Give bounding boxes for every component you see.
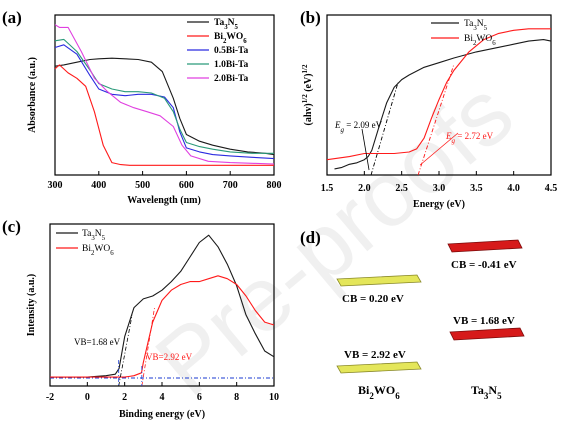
panel-b-legend: Ta3N5 Bi2WO6 bbox=[431, 19, 496, 47]
series-a-1-0bi-ta bbox=[54, 38, 274, 154]
xtick-label-4-0: 4.0 bbox=[507, 183, 520, 194]
xtick-label-4: 4 bbox=[160, 392, 165, 403]
panel-b: (b) 1.5 2.0 2.5 3.0 3.5 4.0 4.5 Energy (eV) (a… bbox=[300, 8, 557, 210]
panel-b-xlabel: Energy (eV) bbox=[413, 199, 465, 210]
bi2wo6-vb-label: VB = 2.92 eV bbox=[344, 349, 406, 361]
panel-a-plot bbox=[54, 24, 275, 166]
xtick-label-1-5: 1.5 bbox=[321, 183, 334, 194]
series-c-ta3n5 bbox=[50, 234, 275, 378]
bi2wo6-name: Bi2WO6 bbox=[358, 383, 400, 401]
panel-a-xlabel: Wavelength (nm) bbox=[127, 195, 201, 206]
watermark: Pre-proofs bbox=[137, 61, 532, 415]
legend-a-label-bi2wo6: Bi2WO6 bbox=[214, 32, 247, 45]
bi2wo6-cb-label: CB = 0.20 eV bbox=[342, 293, 404, 305]
tangent-c-bi2wo6 bbox=[141, 307, 155, 387]
legend-a-label-1-0bi-ta: 1.0Bi-Ta bbox=[214, 60, 248, 70]
panel-b-plot bbox=[326, 28, 552, 170]
xtick-label-400: 400 bbox=[91, 180, 106, 191]
panel-a-ylabel: Absorbance (a.u.) bbox=[27, 57, 38, 133]
panel-d: (d) CB = 0.20 eV VB = 2.92 eV CB = -0.41… bbox=[300, 228, 525, 401]
ta3n5-name: Ta3N5 bbox=[471, 383, 502, 401]
panel-c-ylabel: Intensity (a.u.) bbox=[26, 274, 37, 337]
xtick-label-2-5: 2.5 bbox=[395, 183, 408, 194]
annotation-vb-ta3n5: VB=1.68 eV bbox=[74, 337, 121, 347]
panel-a-frame bbox=[54, 14, 275, 176]
series-a-ta3n5 bbox=[54, 57, 275, 156]
series-b-ta3n5 bbox=[334, 39, 552, 170]
panel-b-label: (b) bbox=[300, 8, 321, 27]
legend-a-label-0-5bi-ta: 0.5Bi-Ta bbox=[214, 46, 248, 56]
xtick-label-800: 800 bbox=[267, 180, 282, 191]
legend-b-label-bi2wo6: Bi2WO6 bbox=[464, 34, 496, 47]
series-b-bi2wo6 bbox=[326, 28, 551, 161]
arrow-eg-ta3n5 bbox=[361, 128, 370, 171]
annotation-eg-ta3n5: Eg = 2.09 eV bbox=[334, 120, 383, 134]
annotation-vb-bi2wo6: VB=2.92 eV bbox=[146, 352, 193, 362]
panel-b-ylabel: (ahv)1/2 (eV)1/2 bbox=[301, 64, 314, 125]
xtick-label-3-0: 3.0 bbox=[433, 183, 446, 194]
xtick-label-2: 2 bbox=[122, 392, 127, 403]
bi2wo6-cb-band bbox=[336, 274, 422, 287]
series-a-bi2wo6 bbox=[54, 64, 274, 166]
xtick-label-0: 0 bbox=[85, 392, 90, 403]
panel-c-label: (c) bbox=[2, 217, 21, 236]
series-a-2-0bi-ta bbox=[54, 24, 275, 165]
ta3n5-cb-band bbox=[447, 239, 523, 253]
legend-a-label-2-0bi-ta: 2.0Bi-Ta bbox=[214, 74, 248, 84]
annotation-eg-bi2wo6: Eg = 2.72 eV bbox=[445, 131, 494, 145]
xtick-label-600: 600 bbox=[179, 180, 194, 191]
legend-c-label-bi2wo6: Bi2WO6 bbox=[82, 244, 114, 257]
panel-d-label: (d) bbox=[300, 228, 321, 247]
ta3n5-vb-label: VB = 1.68 eV bbox=[453, 315, 515, 327]
panel-b-annotations: Eg = 2.09 eV Eg = 2.72 eV bbox=[334, 64, 494, 176]
panel-c-legend: Ta3N5 Bi2WO6 bbox=[56, 229, 114, 257]
ta3n5-cb-label: CB = -0.41 eV bbox=[451, 259, 517, 271]
series-c-bi2wo6 bbox=[50, 275, 275, 378]
xtick-label-300: 300 bbox=[48, 180, 63, 191]
panel-a: (a) 300 400 500 600 700 800 Wavelength (nm) A… bbox=[2, 8, 282, 206]
xtick-label-500: 500 bbox=[135, 180, 150, 191]
panel-a-label: (a) bbox=[2, 8, 22, 27]
xtick-label-6: 6 bbox=[197, 392, 202, 403]
xtick-label-3-5: 3.5 bbox=[470, 183, 483, 194]
bi2wo6-vb-band bbox=[336, 361, 422, 374]
ta3n5-vb-band bbox=[449, 327, 525, 341]
legend-a-label-ta3n5: Ta3N5 bbox=[214, 18, 239, 31]
panel-a-xticks: 300 400 500 600 700 800 bbox=[48, 171, 282, 191]
xtick-label-700: 700 bbox=[223, 180, 238, 191]
tangent-bi2wo6 bbox=[417, 64, 455, 176]
arrow-eg-bi2wo6 bbox=[419, 132, 459, 166]
panel-c-xticks: -2 0 2 4 6 8 10 bbox=[46, 382, 279, 403]
xtick-label-4-5: 4.5 bbox=[545, 183, 558, 194]
panel-c-xlabel: Binding energy (eV) bbox=[119, 409, 205, 420]
xtick-label-2: -2 bbox=[46, 392, 54, 403]
legend-b-label-ta3n5: Ta3N5 bbox=[464, 19, 488, 32]
legend-c-label-ta3n5: Ta3N5 bbox=[82, 229, 106, 242]
xtick-label-2-0: 2.0 bbox=[358, 183, 371, 194]
xtick-label-8: 8 bbox=[234, 392, 239, 403]
panel-c-annotations: VB=1.68 eV VB=2.92 eV bbox=[74, 307, 193, 387]
tangent-c-ta3n5 bbox=[118, 314, 133, 387]
panel-c-plot bbox=[50, 234, 275, 379]
tangent-ta3n5 bbox=[370, 82, 399, 176]
xtick-label-10: 10 bbox=[269, 392, 279, 403]
panel-b-xticks: 1.5 2.0 2.5 3.0 3.5 4.0 4.5 bbox=[321, 171, 558, 194]
panel-c: (c) -2 0 2 4 6 8 10 Binding energy (eV) Intens… bbox=[2, 217, 279, 420]
